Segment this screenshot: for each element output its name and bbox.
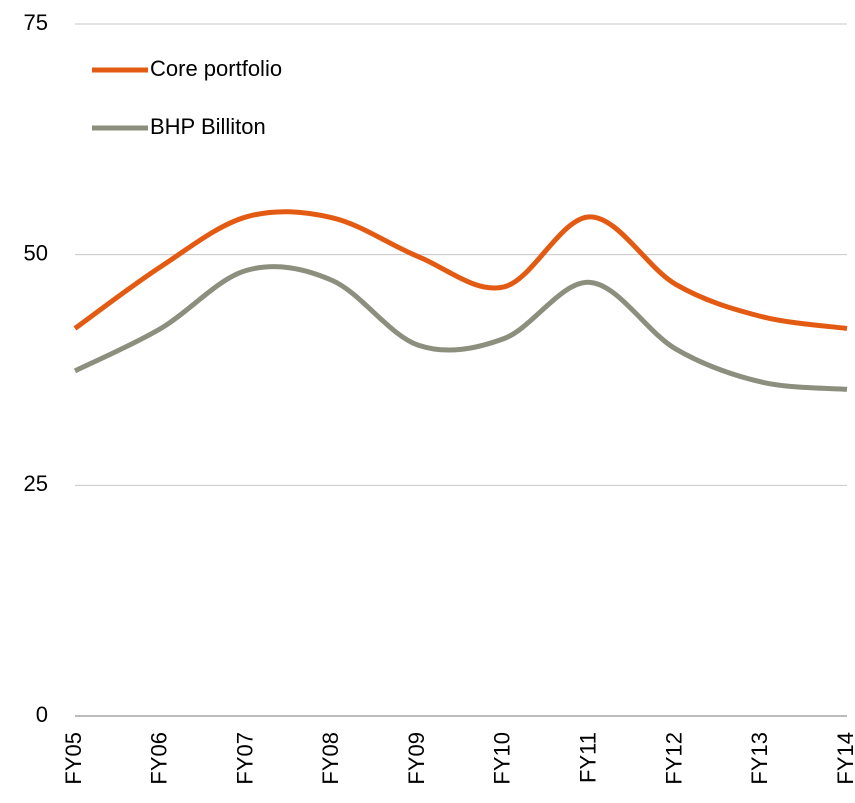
legend-label: Core portfolio — [150, 56, 282, 81]
line-series — [73, 209, 848, 331]
x-tick-label: FY10 — [490, 732, 515, 785]
x-tick-label: FY08 — [318, 732, 343, 785]
x-tick-label: FY09 — [404, 732, 429, 785]
y-tick-label: 25 — [24, 471, 48, 496]
legend-label: BHP Billiton — [150, 114, 266, 139]
y-tick-label: 0 — [36, 702, 48, 727]
x-tick-label: FY12 — [661, 732, 686, 785]
x-tick-label: FY14 — [833, 732, 855, 785]
x-tick-label: FY07 — [232, 732, 257, 785]
y-tick-label: 75 — [24, 10, 48, 35]
x-tick-label: FY06 — [147, 732, 172, 785]
x-tick-label: FY11 — [575, 732, 600, 783]
line-series — [73, 264, 848, 392]
x-tick-label: FY13 — [747, 732, 772, 785]
x-tick-label: FY05 — [61, 732, 86, 785]
y-tick-label: 50 — [24, 240, 48, 265]
